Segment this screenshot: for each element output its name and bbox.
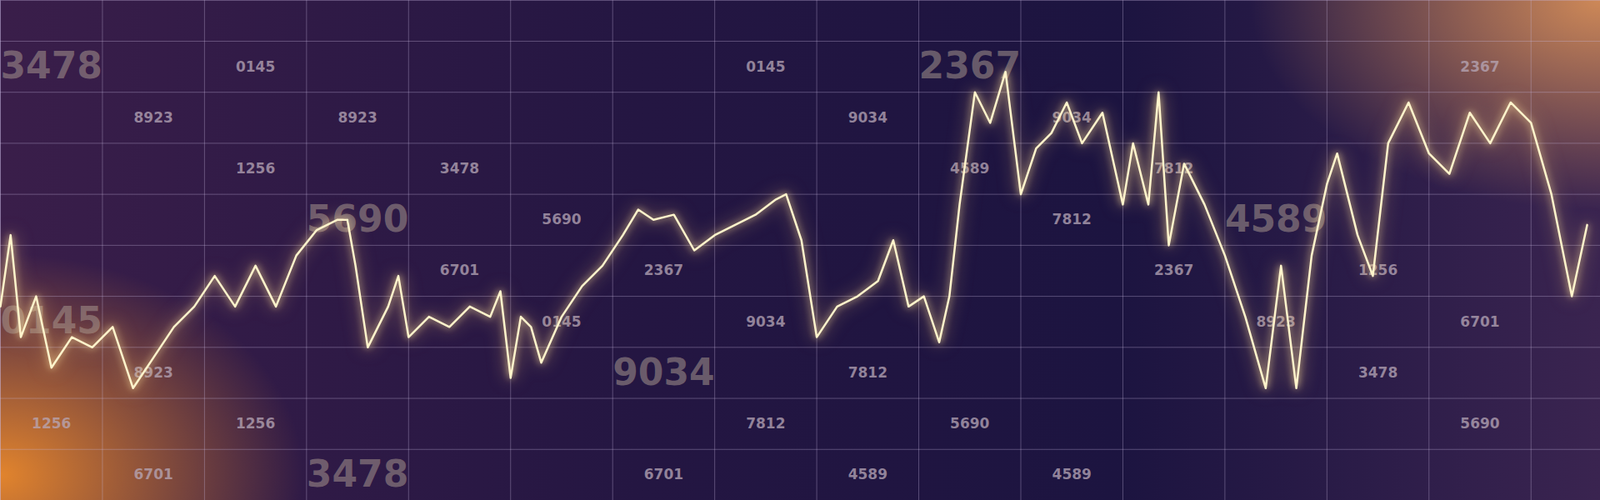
svg-text:1256: 1256: [235, 415, 275, 432]
svg-text:6701: 6701: [134, 465, 174, 483]
svg-text:0145: 0145: [541, 313, 582, 330]
svg-text:9034: 9034: [848, 109, 888, 126]
svg-text:4589: 4589: [848, 465, 888, 483]
svg-text:9034: 9034: [745, 313, 785, 330]
svg-text:5690: 5690: [1460, 415, 1500, 432]
svg-text:9034: 9034: [1052, 109, 1092, 126]
svg-text:1256: 1256: [235, 160, 275, 177]
svg-text:1256: 1256: [31, 415, 71, 432]
svg-text:4589: 4589: [1225, 197, 1327, 240]
svg-text:8923: 8923: [133, 364, 174, 381]
svg-text:0145: 0145: [235, 58, 275, 75]
svg-text:3478: 3478: [1358, 364, 1398, 381]
svg-text:2367: 2367: [1460, 58, 1500, 75]
svg-text:8923: 8923: [1256, 313, 1296, 330]
svg-text:4589: 4589: [1052, 465, 1092, 483]
svg-text:6701: 6701: [644, 465, 684, 483]
svg-text:8923: 8923: [337, 109, 377, 126]
svg-text:5690: 5690: [541, 210, 581, 228]
svg-text:8923: 8923: [134, 109, 174, 126]
svg-text:4589: 4589: [950, 160, 990, 177]
svg-text:3478: 3478: [440, 160, 480, 177]
svg-text:2367: 2367: [644, 261, 684, 279]
svg-text:7812: 7812: [1052, 210, 1092, 228]
svg-text:7812: 7812: [848, 364, 888, 381]
svg-text:0145: 0145: [745, 58, 785, 75]
svg-text:2367: 2367: [919, 44, 1021, 87]
svg-text:3478: 3478: [0, 44, 102, 87]
svg-text:5690: 5690: [306, 197, 409, 240]
svg-text:6701: 6701: [1460, 313, 1500, 330]
svg-text:5690: 5690: [950, 415, 990, 432]
svg-text:1256: 1256: [1358, 261, 1398, 279]
svg-text:2367: 2367: [1154, 261, 1194, 279]
svg-text:6701: 6701: [440, 261, 480, 279]
svg-text:3478: 3478: [306, 452, 409, 495]
svg-text:0145: 0145: [0, 299, 102, 342]
svg-text:9034: 9034: [612, 350, 715, 394]
svg-text:7812: 7812: [745, 415, 785, 432]
svg-text:7812: 7812: [1154, 160, 1194, 177]
